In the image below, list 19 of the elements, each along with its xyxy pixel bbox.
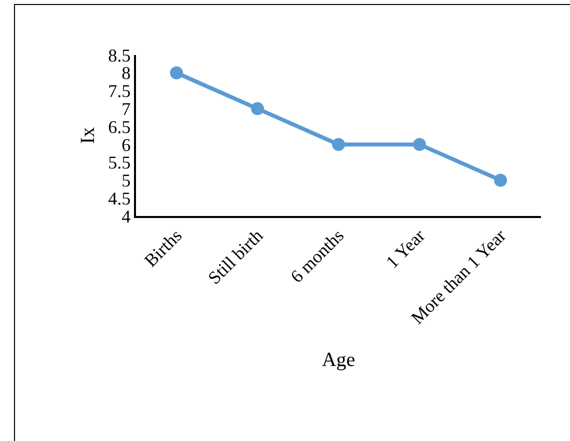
y-tick-label: 5 — [122, 170, 131, 191]
x-tick-label: 1 Year — [382, 225, 429, 272]
y-tick-label: 6.5 — [108, 116, 131, 137]
x-tick-label: Still birth — [204, 225, 267, 288]
x-axis-title: Age — [322, 348, 356, 371]
y-tick-label: 4 — [122, 206, 131, 226]
y-axis-title: Ix — [77, 127, 100, 144]
point — [170, 66, 183, 80]
y-tick-label: 8 — [122, 63, 131, 84]
y-tick-label: 4.5 — [108, 188, 131, 208]
y-tick-label: 6 — [122, 134, 131, 155]
y-tick-label: 7.5 — [108, 81, 131, 102]
point — [332, 138, 345, 151]
point — [494, 174, 507, 187]
y-tick-label: 5.5 — [108, 152, 131, 173]
y-tick-label: 8.5 — [108, 45, 131, 66]
point — [251, 102, 264, 116]
y-tick-label: 7 — [122, 98, 131, 119]
point — [413, 138, 426, 151]
